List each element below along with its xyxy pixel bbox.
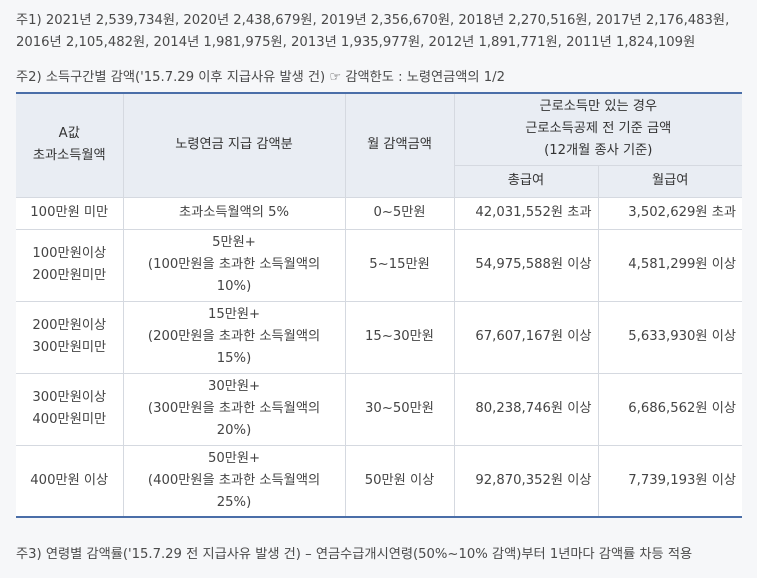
- note-3: 주3) 연령별 감액률('15.7.29 전 지급사유 발생 건) – 연금수급…: [16, 547, 693, 562]
- cell-deduction: 50만원+ (400만원을 초과한 소득월액의 25%): [122, 444, 346, 518]
- cell-total: 92,870,352원 이상: [453, 444, 599, 518]
- cell-month-pay: 5,633,930원 이상: [597, 300, 743, 374]
- header-excess-monthly: 초과소득월액: [32, 148, 106, 164]
- table-row: 100만원이상 200만원미만 5만원+ (100만원을 초과한 소득월액의 1…: [16, 228, 743, 302]
- range-text: 400만원 이상: [30, 472, 109, 488]
- header-deduction: 노령연금 지급 감액분: [122, 92, 346, 198]
- cell-monthly: 50만원 이상: [344, 444, 455, 518]
- note-1: 주1) 2021년 2,539,734원, 2020년 2,438,679원, …: [16, 10, 741, 54]
- range-text: 300만원미만: [32, 340, 107, 355]
- note-1-line-1: 주1) 2021년 2,539,734원, 2020년 2,438,679원, …: [16, 13, 730, 28]
- deduction-text: 10%): [216, 279, 252, 294]
- cell-month-pay: 4,581,299원 이상: [597, 228, 743, 302]
- range-text: 100만원이상: [32, 246, 107, 261]
- range-text: 100만원 미만: [30, 205, 109, 220]
- range-text: 400만원미만: [32, 412, 107, 427]
- deduction-text: (400만원을 초과한 소득월액의: [147, 472, 321, 488]
- cell-month-pay: 3,502,629원 초과: [597, 196, 743, 230]
- deduction-text: 15%): [216, 351, 252, 366]
- reduction-table: A값 초과소득월액 노령연금 지급 감액분 월 감액금액 근로소득만 있는 경우…: [16, 92, 743, 518]
- deduction-text: (300만원을 초과한 소득월액의: [147, 401, 321, 416]
- cell-range: 100만원 미만: [16, 196, 124, 230]
- deduction-text: 20%): [216, 423, 252, 438]
- cell-range: 400만원 이상: [16, 444, 124, 518]
- header-earned-income: 근로소득만 있는 경우 근로소득공제 전 기준 금액 (12개월 종사 기준): [453, 92, 743, 166]
- deduction-text: (100만원을 초과한 소득월액의: [147, 257, 321, 272]
- cell-monthly: 30~50만원: [344, 372, 455, 446]
- cell-range: 100만원이상 200만원미만: [16, 228, 124, 302]
- deduction-text: 50만원+: [207, 450, 261, 466]
- note-2: 주2) 소득구간별 감액('15.7.29 이후 지급사유 발생 건) ☞ 감액…: [16, 70, 505, 85]
- cell-month-pay: 6,686,562원 이상: [597, 372, 743, 446]
- header-earned-line-3: (12개월 종사 기준): [544, 143, 653, 159]
- deduction-text: 30만원+: [207, 379, 261, 394]
- cell-deduction: 초과소득월액의 5%: [122, 196, 346, 230]
- deduction-text: 초과소득월액의 5%: [178, 205, 290, 220]
- table-row: 300만원이상 400만원미만 30만원+ (300만원을 초과한 소득월액의 …: [16, 372, 743, 446]
- range-text: 200만원이상: [32, 318, 107, 333]
- header-earned-line-1: 근로소득만 있는 경우: [539, 99, 658, 115]
- cell-monthly: 15~30만원: [344, 300, 455, 374]
- cell-total: 80,238,746원 이상: [453, 372, 599, 446]
- table-row: 400만원 이상 50만원+ (400만원을 초과한 소득월액의 25%) 50…: [16, 444, 743, 518]
- cell-range: 300만원이상 400만원미만: [16, 372, 124, 446]
- header-excess-income: A값 초과소득월액: [16, 92, 124, 198]
- range-text: 200만원미만: [32, 268, 107, 283]
- cell-total: 54,975,588원 이상: [453, 228, 599, 302]
- cell-total: 67,607,167원 이상: [453, 300, 599, 374]
- table-row: 200만원이상 300만원미만 15만원+ (200만원을 초과한 소득월액의 …: [16, 300, 743, 374]
- range-text: 300만원이상: [32, 390, 107, 405]
- cell-range: 200만원이상 300만원미만: [16, 300, 124, 374]
- cell-deduction: 5만원+ (100만원을 초과한 소득월액의 10%): [122, 228, 346, 302]
- deduction-text: (200만원을 초과한 소득월액의: [147, 329, 321, 344]
- cell-month-pay: 7,739,193원 이상: [597, 444, 743, 518]
- deduction-text: 15만원+: [207, 307, 261, 322]
- cell-deduction: 30만원+ (300만원을 초과한 소득월액의 20%): [122, 372, 346, 446]
- table-row: 100만원 미만 초과소득월액의 5% 0~5만원 42,031,552원 초과…: [16, 196, 743, 230]
- header-earned-line-2: 근로소득공제 전 기준 금액: [525, 121, 672, 137]
- header-monthly-pay: 월급여: [597, 164, 743, 198]
- note-1-line-2: 2016년 2,105,482원, 2014년 1,981,975원, 2013…: [16, 35, 696, 50]
- deduction-text: 5만원+: [212, 235, 256, 250]
- cell-total: 42,031,552원 초과: [453, 196, 599, 230]
- deduction-text: 25%): [216, 494, 252, 510]
- cell-monthly: 0~5만원: [344, 196, 455, 230]
- header-monthly-reduction: 월 감액금액: [344, 92, 455, 198]
- header-a-value: A값: [58, 126, 80, 142]
- header-total-pay: 총급여: [454, 164, 599, 198]
- cell-monthly: 5~15만원: [344, 228, 455, 302]
- cell-deduction: 15만원+ (200만원을 초과한 소득월액의 15%): [122, 300, 346, 374]
